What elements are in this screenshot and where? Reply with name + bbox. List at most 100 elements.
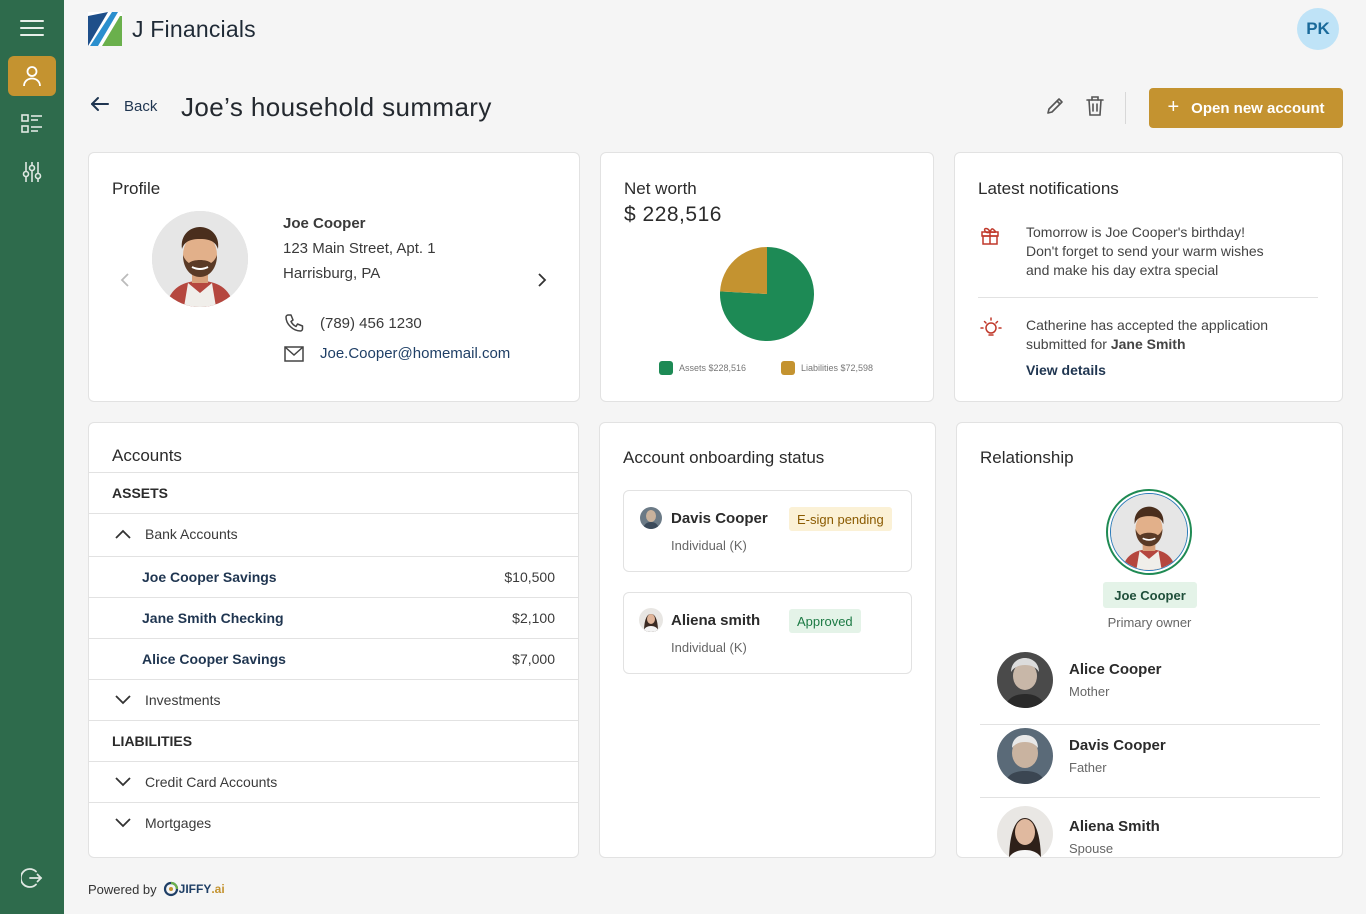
onboarding-name: Aliena smith bbox=[671, 612, 761, 629]
powered-by: Powered by JIFFY .ai bbox=[88, 881, 225, 897]
relationship-person[interactable]: Alice Cooper Mother bbox=[980, 647, 1320, 725]
jiffy-brand-text: JIFFY bbox=[178, 882, 212, 896]
sidebar-item-list[interactable] bbox=[8, 104, 56, 144]
legend-liabilities: Liabilities $72,598 bbox=[781, 361, 873, 375]
account-amount: $2,100 bbox=[512, 610, 555, 626]
relationship-person[interactable]: Davis Cooper Father bbox=[980, 720, 1320, 798]
jiffy-logo-icon bbox=[163, 881, 178, 897]
chevron-down-icon bbox=[115, 695, 133, 705]
account-row[interactable]: Alice Cooper Savings $7,000 bbox=[89, 638, 578, 679]
relationship-title: Relationship bbox=[980, 448, 1074, 467]
jiffy-logo: JIFFY .ai bbox=[163, 881, 225, 897]
sidebar-item-settings[interactable] bbox=[8, 152, 56, 192]
legend-assets: Assets $228,516 bbox=[659, 361, 746, 375]
powered-by-label: Powered by bbox=[88, 881, 157, 897]
notification-application-person: Jane Smith bbox=[1110, 336, 1186, 352]
bank-accounts-toggle[interactable]: Bank Accounts bbox=[89, 513, 578, 554]
menu-icon bbox=[20, 19, 44, 37]
relationship-card: Relationship Joe Cooper Primary owner Al… bbox=[956, 422, 1343, 858]
profile-address-line1: 123 Main Street, Apt. 1 bbox=[283, 240, 436, 257]
credit-card-accounts-label: Credit Card Accounts bbox=[145, 774, 278, 790]
onboarding-item[interactable]: Davis Cooper Individual (K) E-sign pendi… bbox=[623, 490, 912, 572]
account-name: Jane Smith Checking bbox=[142, 610, 284, 626]
open-new-account-label: Open new account bbox=[1191, 99, 1325, 117]
accounts-title: Accounts bbox=[112, 446, 182, 465]
user-avatar[interactable]: PK bbox=[1297, 8, 1339, 50]
divider bbox=[980, 797, 1320, 798]
chevron-left-icon[interactable] bbox=[118, 273, 132, 287]
notifications-title: Latest notifications bbox=[978, 179, 1119, 198]
person-role: Mother bbox=[1069, 684, 1110, 699]
account-name: Joe Cooper Savings bbox=[142, 569, 277, 585]
notification-birthday-line1: Tomorrow is Joe Cooper's birthday! bbox=[1026, 224, 1245, 240]
chevron-down-icon bbox=[115, 818, 133, 828]
account-row[interactable]: Jane Smith Checking $2,100 bbox=[89, 597, 578, 638]
notification-application: Catherine has accepted the application s… bbox=[1026, 316, 1268, 354]
sidebar-item-profile[interactable] bbox=[8, 56, 56, 96]
notification-birthday: Tomorrow is Joe Cooper's birthday! Don't… bbox=[1026, 223, 1264, 280]
credit-card-accounts-toggle[interactable]: Credit Card Accounts bbox=[89, 761, 578, 802]
avatar bbox=[997, 806, 1053, 857]
onboarding-item[interactable]: Aliena smith Individual (K) Approved bbox=[623, 592, 912, 674]
back-label: Back bbox=[124, 97, 158, 115]
net-worth-title: Net worth bbox=[624, 179, 697, 198]
user-icon bbox=[22, 65, 42, 87]
legend-assets-swatch bbox=[659, 361, 673, 375]
onboarding-type: Individual (K) bbox=[671, 640, 747, 655]
chevron-up-icon bbox=[115, 529, 133, 539]
onboarding-type: Individual (K) bbox=[671, 538, 747, 553]
notification-birthday-line2: Don't forget to send your warm wishes bbox=[1026, 243, 1264, 259]
profile-phone: (789) 456 1230 bbox=[320, 314, 422, 332]
assets-section-header: ASSETS bbox=[89, 472, 578, 513]
onboarding-name: Davis Cooper bbox=[671, 510, 768, 527]
account-name: Alice Cooper Savings bbox=[142, 651, 286, 667]
legend-liabilities-swatch bbox=[781, 361, 795, 375]
account-amount: $10,500 bbox=[504, 569, 555, 585]
plus-icon: + bbox=[1167, 95, 1180, 118]
legend-assets-label: Assets $228,516 bbox=[679, 363, 747, 373]
investments-toggle[interactable]: Investments bbox=[89, 679, 578, 720]
person-name: Alice Cooper bbox=[1069, 661, 1162, 678]
account-amount: $7,000 bbox=[512, 651, 555, 667]
avatar bbox=[639, 608, 663, 632]
toolbar-divider bbox=[1125, 92, 1126, 124]
chevron-right-icon[interactable] bbox=[535, 273, 549, 287]
edit-button[interactable] bbox=[1043, 96, 1067, 120]
bank-accounts-label: Bank Accounts bbox=[145, 526, 238, 542]
liabilities-section-header: LIABILITIES bbox=[89, 720, 578, 761]
account-row[interactable]: Joe Cooper Savings $10,500 bbox=[89, 556, 578, 597]
view-details-link[interactable]: View details bbox=[1026, 362, 1106, 378]
relationship-person[interactable]: Aliena Smith Spouse bbox=[980, 798, 1320, 857]
page-title: Joe’s household summary bbox=[181, 92, 492, 122]
open-new-account-button[interactable]: + Open new account bbox=[1149, 88, 1343, 128]
status-badge: Approved bbox=[789, 609, 861, 633]
legend-liabilities-label: Liabilities $72,598 bbox=[801, 363, 874, 373]
avatar bbox=[997, 652, 1053, 708]
trash-icon bbox=[1085, 95, 1105, 122]
logo-icon bbox=[88, 12, 122, 46]
profile-email-link[interactable]: Joe.Cooper@homemail.com bbox=[320, 345, 511, 362]
divider bbox=[980, 724, 1320, 725]
net-worth-pie-chart bbox=[720, 247, 814, 341]
notification-birthday-line3: and make his day extra special bbox=[1026, 262, 1219, 278]
primary-owner-role: Primary owner bbox=[1107, 615, 1192, 630]
mail-icon bbox=[284, 345, 306, 362]
status-badge: E-sign pending bbox=[789, 507, 892, 531]
net-worth-card: Net worth $ 228,516 Assets $228,516 Liab… bbox=[600, 152, 934, 402]
mortgages-toggle[interactable]: Mortgages bbox=[89, 802, 578, 843]
profile-title: Profile bbox=[112, 179, 161, 198]
primary-owner-avatar[interactable] bbox=[1106, 489, 1192, 575]
net-worth-value: $ 228,516 bbox=[624, 203, 722, 226]
app-logo: J Financials bbox=[88, 12, 256, 46]
onboarding-title: Account onboarding status bbox=[623, 448, 825, 467]
delete-button[interactable] bbox=[1083, 95, 1107, 122]
lightbulb-icon bbox=[980, 317, 1002, 344]
onboarding-card: Account onboarding status Davis Cooper I… bbox=[599, 422, 936, 858]
profile-name: Joe Cooper bbox=[283, 215, 366, 232]
menu-button[interactable] bbox=[8, 8, 56, 48]
logout-button[interactable] bbox=[8, 858, 56, 898]
logout-icon bbox=[21, 867, 43, 889]
profile-photo bbox=[152, 211, 248, 307]
chevron-down-icon bbox=[115, 777, 133, 787]
back-button[interactable]: Back bbox=[90, 96, 157, 116]
